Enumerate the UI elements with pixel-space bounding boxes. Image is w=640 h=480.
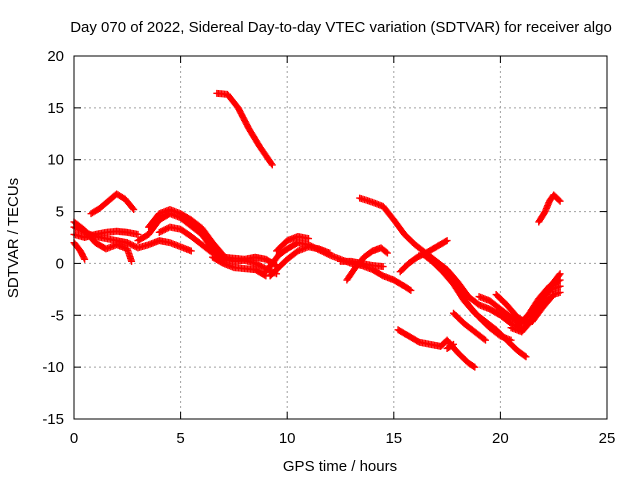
series-arc-hump bbox=[87, 190, 138, 218]
data-point bbox=[442, 237, 450, 245]
x-tick-label: 5 bbox=[176, 430, 184, 447]
data-point bbox=[187, 247, 195, 255]
data-point bbox=[268, 161, 276, 169]
y-tick-label: 5 bbox=[56, 204, 64, 221]
data-point bbox=[155, 228, 163, 236]
data-point bbox=[259, 263, 267, 271]
data-point bbox=[131, 242, 139, 250]
data-point bbox=[125, 239, 133, 247]
data-point bbox=[161, 225, 169, 233]
data-point bbox=[129, 242, 137, 250]
data-point bbox=[253, 260, 261, 268]
data-point bbox=[134, 230, 142, 238]
data-point bbox=[126, 240, 134, 248]
x-tick-label: 15 bbox=[385, 430, 402, 447]
series-arc-centre-4 bbox=[337, 257, 387, 271]
series-arc-early-2 bbox=[70, 227, 142, 241]
x-tick-label: 0 bbox=[70, 430, 78, 447]
series-arc-early-4 bbox=[70, 218, 136, 265]
y-tick-label: -5 bbox=[51, 307, 64, 324]
data-point bbox=[256, 262, 264, 270]
series-arc-right-4 bbox=[432, 259, 515, 344]
data-point bbox=[522, 353, 530, 361]
series-arc-centre-2 bbox=[266, 243, 334, 280]
data-point bbox=[326, 249, 334, 257]
data-point bbox=[556, 270, 564, 278]
x-axis-title: GPS time / hours bbox=[283, 458, 397, 475]
data-point bbox=[128, 257, 136, 265]
data-point bbox=[556, 288, 564, 296]
data-point bbox=[521, 352, 529, 360]
series-arc-centre-3 bbox=[273, 232, 313, 255]
data-point bbox=[158, 227, 166, 235]
data-point bbox=[556, 282, 564, 290]
data-point bbox=[471, 363, 479, 371]
data-point bbox=[383, 249, 391, 257]
data-point bbox=[382, 248, 390, 256]
data-point bbox=[130, 205, 138, 213]
y-tick-label: -15 bbox=[42, 411, 64, 428]
series-arc-centre-5 bbox=[343, 244, 391, 284]
series-arc-mid-4 bbox=[209, 253, 270, 280]
y-tick-label: 0 bbox=[56, 255, 64, 272]
data-point bbox=[254, 261, 262, 269]
data-point bbox=[443, 237, 451, 245]
data-point bbox=[556, 276, 564, 284]
y-axis-title: SDTVAR / TECUs bbox=[5, 178, 22, 298]
data-point bbox=[261, 271, 269, 279]
data-point bbox=[80, 254, 88, 262]
data-point bbox=[163, 225, 171, 233]
data-point bbox=[305, 235, 313, 243]
data-point bbox=[81, 255, 89, 263]
data-point bbox=[556, 197, 564, 205]
y-tick-label: 15 bbox=[47, 100, 64, 117]
data-markers bbox=[70, 89, 564, 371]
data-point bbox=[160, 226, 168, 234]
plot-frame bbox=[73, 55, 608, 420]
chart-title: Day 070 of 2022, Sidereal Day-to-day VTE… bbox=[70, 19, 612, 36]
data-point bbox=[406, 286, 414, 294]
series-arc-late bbox=[535, 191, 564, 226]
data-point bbox=[123, 239, 131, 247]
x-tick-label: 10 bbox=[279, 430, 296, 447]
series-arc-steep bbox=[213, 89, 276, 169]
data-point bbox=[379, 263, 387, 271]
data-point bbox=[449, 340, 457, 348]
data-point bbox=[128, 241, 136, 249]
x-tick-label: 20 bbox=[492, 430, 509, 447]
y-tick-label: -10 bbox=[42, 359, 64, 376]
series-arc-right-8 bbox=[513, 276, 564, 330]
data-point bbox=[257, 262, 265, 270]
data-point bbox=[448, 341, 456, 349]
x-tick-label: 25 bbox=[599, 430, 616, 447]
data-point bbox=[481, 336, 489, 344]
data-point bbox=[507, 336, 515, 344]
series-arc-mid-2 bbox=[145, 205, 227, 259]
data-point bbox=[555, 196, 563, 204]
series-arc-low-2 bbox=[443, 340, 457, 352]
data-point bbox=[470, 362, 478, 370]
data-point bbox=[157, 228, 165, 236]
data-point bbox=[480, 335, 488, 343]
series-arc-low-3 bbox=[449, 309, 489, 344]
y-tick-label: 10 bbox=[47, 152, 64, 169]
data-point bbox=[129, 204, 137, 212]
y-tick-label: 20 bbox=[47, 48, 64, 65]
data-point bbox=[555, 277, 563, 285]
data-point bbox=[407, 286, 415, 294]
axis-ticks: 0 5 10 15 20 25 -15 -10 -5 0 5 10 15 20 bbox=[42, 48, 615, 447]
data-point bbox=[267, 160, 275, 168]
series-arc-mid-3 bbox=[155, 223, 281, 270]
data-point bbox=[251, 259, 259, 267]
